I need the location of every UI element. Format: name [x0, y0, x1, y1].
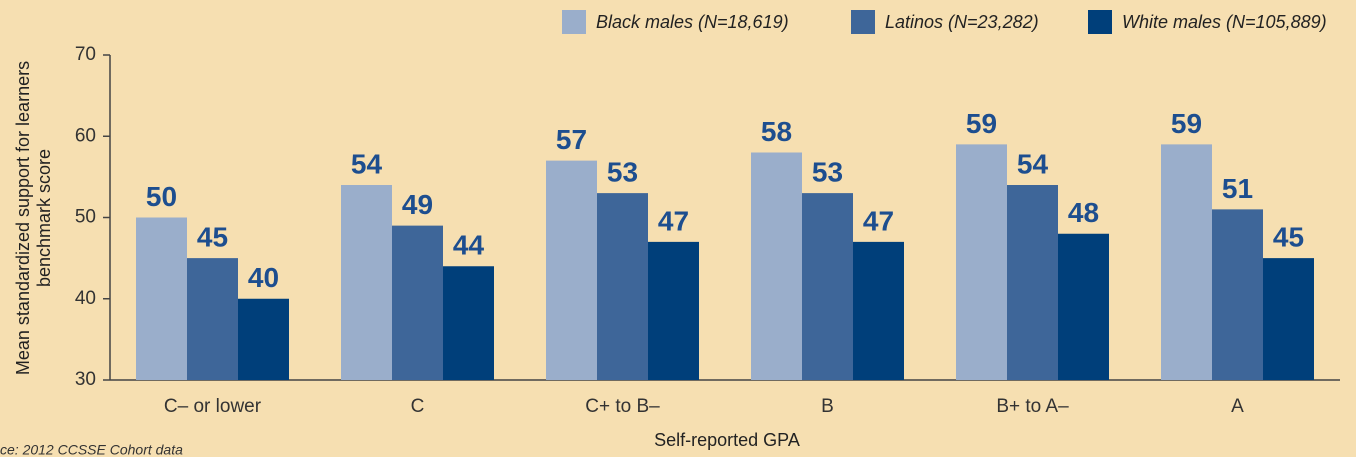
legend-swatch [851, 10, 875, 34]
bar [802, 193, 853, 380]
legend-swatch [562, 10, 586, 34]
x-tick-label: B+ to A– [996, 396, 1069, 417]
data-label: 54 [1017, 148, 1049, 179]
data-label: 47 [863, 205, 894, 236]
bar [1007, 185, 1058, 380]
bar [1058, 233, 1109, 380]
x-tick-label: C+ to B– [585, 396, 660, 417]
legend-label: Black males (N=18,619) [596, 12, 789, 32]
data-label: 45 [197, 222, 228, 253]
x-tick-label: A [1231, 396, 1244, 417]
data-label: 48 [1068, 197, 1099, 228]
bar [392, 225, 443, 380]
bar [341, 185, 392, 380]
bar [597, 193, 648, 380]
bar [751, 152, 802, 380]
data-label: 59 [1171, 108, 1202, 139]
data-label: 40 [248, 262, 279, 293]
bar [1212, 209, 1263, 380]
y-tick-label: 70 [75, 44, 96, 65]
bar [136, 217, 187, 380]
y-tick-label: 40 [75, 288, 96, 309]
data-label: 53 [607, 157, 638, 188]
data-label: 57 [556, 124, 587, 155]
data-label: 49 [402, 189, 433, 220]
bar [238, 298, 289, 380]
legend-label: Latinos (N=23,282) [885, 12, 1039, 32]
y-tick-label: 30 [75, 369, 96, 390]
data-label: 54 [351, 148, 383, 179]
x-tick-label: B [821, 396, 834, 417]
y-tick-label: 50 [75, 207, 96, 228]
source-note: ce: 2012 CCSSE Cohort data [0, 442, 183, 457]
data-label: 50 [146, 181, 177, 212]
data-label: 44 [453, 230, 485, 261]
data-label: 53 [812, 157, 843, 188]
data-label: 59 [966, 108, 997, 139]
bar [546, 160, 597, 380]
bar [1263, 258, 1314, 380]
y-tick-label: 60 [75, 125, 96, 146]
y-axis-title: benchmark score [34, 149, 54, 287]
data-label: 51 [1222, 173, 1253, 204]
y-axis-title: Mean standardized support for learners [13, 61, 33, 375]
x-axis-title: Self-reported GPA [654, 430, 800, 450]
legend-label: White males (N=105,889) [1122, 12, 1327, 32]
bar [187, 258, 238, 380]
bar [1161, 144, 1212, 380]
data-label: 47 [658, 205, 689, 236]
x-tick-label: C [411, 396, 425, 417]
bar [648, 241, 699, 380]
data-label: 45 [1273, 222, 1304, 253]
bar [443, 266, 494, 380]
bar [956, 144, 1007, 380]
legend-swatch [1088, 10, 1112, 34]
x-tick-label: C– or lower [164, 396, 262, 417]
bar [853, 241, 904, 380]
data-label: 58 [761, 116, 792, 147]
